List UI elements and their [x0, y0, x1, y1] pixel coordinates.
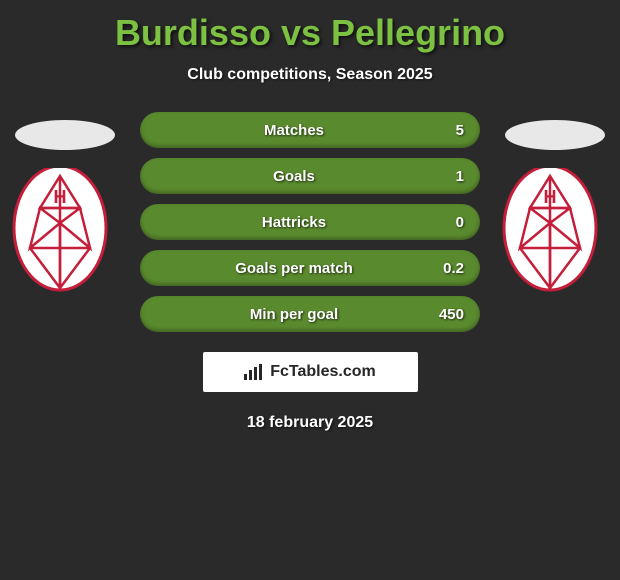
stat-value: 1 [432, 168, 464, 185]
stat-value: 5 [432, 122, 464, 139]
stat-row: Matches 5 [140, 112, 480, 148]
stat-row: Hattricks 0 [140, 204, 480, 240]
stat-row: Goals per match 0.2 [140, 250, 480, 286]
chart-icon [244, 364, 264, 380]
attribution-banner: FcTables.com [203, 352, 418, 392]
stat-value: 0 [432, 214, 464, 231]
stat-row: Min per goal 450 [140, 296, 480, 332]
stat-label: Goals per match [156, 260, 432, 277]
club-badge-left: H [10, 168, 110, 298]
player-right-silhouette [505, 120, 605, 150]
stat-label: Goals [156, 168, 432, 185]
stat-label: Matches [156, 122, 432, 139]
svg-text:H: H [544, 187, 557, 207]
player-left-silhouette [15, 120, 115, 150]
stat-label: Min per goal [156, 306, 432, 323]
stat-value: 0.2 [432, 260, 464, 277]
player-right-block: H [500, 120, 610, 303]
club-badge-right: H [500, 168, 600, 298]
player-left-block: H [10, 120, 120, 303]
competition-subtitle: Club competitions, Season 2025 [0, 66, 620, 84]
stat-label: Hattricks [156, 214, 432, 231]
page-title: Burdisso vs Pellegrino [0, 0, 620, 54]
stat-value: 450 [432, 306, 464, 323]
svg-text:H: H [54, 187, 67, 207]
stat-row: Goals 1 [140, 158, 480, 194]
attribution-text: FcTables.com [270, 363, 376, 381]
stats-list: Matches 5 Goals 1 Hattricks 0 Goals per … [140, 112, 480, 332]
date-text: 18 february 2025 [0, 414, 620, 432]
